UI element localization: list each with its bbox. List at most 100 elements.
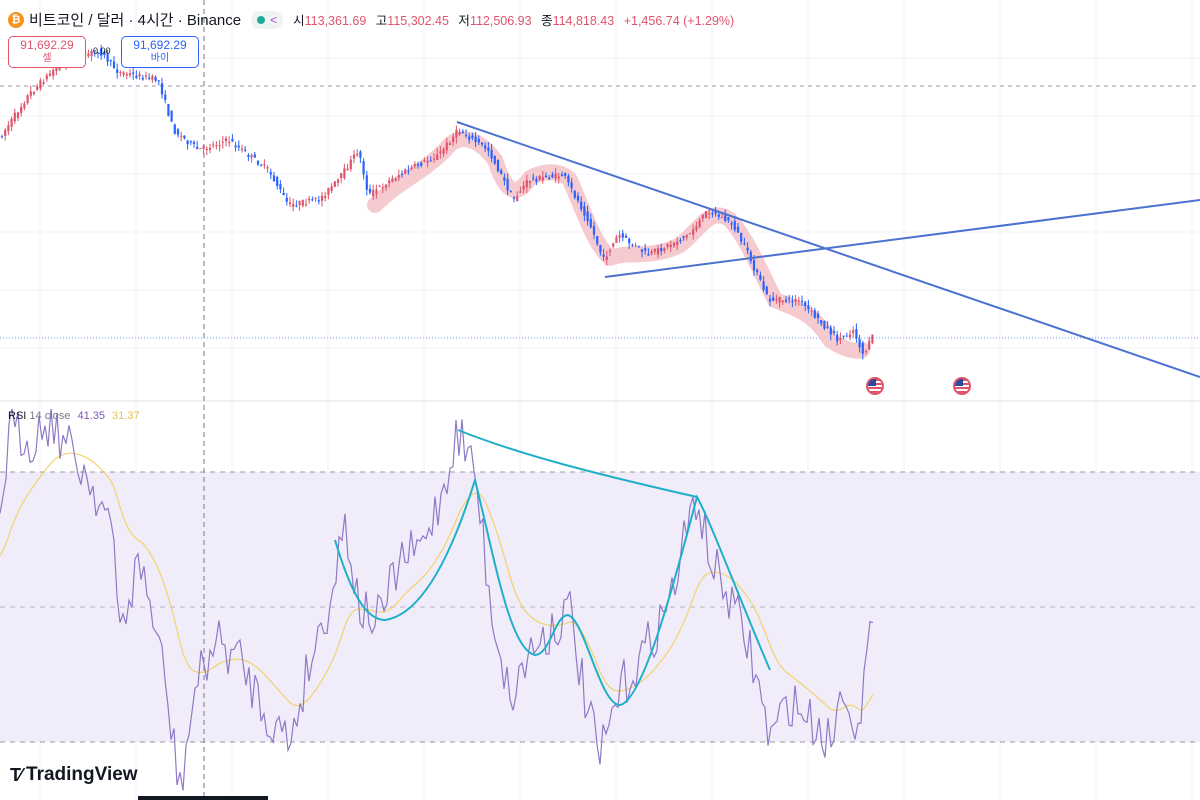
candle-body [141,77,144,80]
candle-body [480,142,484,145]
rsi-params: 14 close [29,410,71,422]
candle-body [775,299,778,301]
candle-body [45,75,48,80]
symbol-title[interactable]: 비트코인 / 달러 · 4시간 · Binance [29,12,242,29]
candle-body [832,331,836,333]
candle-body [157,80,160,82]
candles [0,44,874,360]
candle-body [532,177,535,179]
candle-body [212,144,215,146]
rsi-value: 41.35 [77,410,105,422]
candle-body [400,173,404,175]
candle-body [260,164,263,166]
sell-button[interactable]: 91,692.29 셀 [8,36,86,68]
candle-body [144,75,148,77]
candle-body [743,243,746,245]
rsi-name: RSI [8,410,27,422]
candle-body [394,178,397,181]
candle-body [548,177,551,179]
candle-body [247,154,250,157]
candle-body [96,52,100,54]
candle-body [432,158,436,160]
candle-body [189,141,192,143]
rsi-legend[interactable]: RSI 14 close 41.35 31.37 [8,410,140,422]
sell-label: 셀 [42,53,52,64]
candle-body [644,248,647,251]
candle-body [730,223,733,225]
candle-body [484,145,487,149]
candle-body [797,300,800,302]
rsi-divergence-line[interactable] [457,429,698,498]
candle-body [829,327,832,335]
candle-body [781,300,784,303]
spread-value: 0.00 [93,46,111,56]
candle-body [404,169,407,174]
candle-body [807,305,810,310]
candle-body [279,183,282,190]
candle-body [464,135,468,137]
candle-body [685,235,688,238]
candle-body [119,71,122,73]
candle-body [132,72,135,74]
buy-button[interactable]: 91,692.29 바이 [121,36,199,68]
candle-body [650,251,653,254]
candle-body [336,179,340,183]
candle-body [442,148,445,154]
candle-body [384,185,388,188]
candle-body [288,202,292,205]
tradingview-logo[interactable]: T⁄ TradingView [10,764,138,786]
rsi-wave-curve[interactable] [334,476,771,707]
candle-body [621,233,624,238]
candle-body [772,297,775,301]
candle-body [701,214,704,219]
candle-body [762,281,765,290]
candle-body [301,199,304,206]
candle-body [285,197,288,202]
candle-body [647,253,650,256]
logo-text: TradingView [26,764,138,785]
pattern-highlight [367,131,870,359]
candle-body [688,233,692,235]
candle-body [503,177,506,181]
candle-body [669,244,672,248]
ascending-trendline[interactable] [604,199,1200,278]
candle-body [864,351,868,353]
candle-body [340,173,343,179]
candle-body [167,104,170,116]
candle-body [26,95,29,104]
candle-body [221,141,224,143]
candle-body [263,164,266,166]
status-pill[interactable]: < [251,10,284,29]
candle-body [0,136,4,138]
candle-body [234,145,237,148]
candle-body [624,235,628,238]
highlight-path[interactable] [367,131,870,359]
candle-body [186,140,189,145]
candle-body [852,330,855,333]
candle-body [20,106,23,114]
candle-body [317,200,320,202]
candle-body [356,153,359,156]
descending-trendline[interactable] [456,121,1200,378]
candle-body [634,245,637,247]
candle-body [375,189,378,194]
candle-body [605,256,608,260]
candle-body [666,244,669,247]
candle-body [192,141,196,144]
candle-body [768,298,772,302]
candle-body [564,172,567,176]
candle-body [391,178,394,182]
candle-body [663,248,666,252]
candle-body [298,201,301,205]
share-icon[interactable]: < [270,12,278,27]
candle-body [461,131,464,134]
us-flag-icon[interactable] [866,377,884,395]
candle-body [576,195,580,201]
candle-body [868,340,871,350]
high-label: 고 [375,14,388,28]
candle-body [640,249,644,252]
candle-body [324,195,327,199]
candle-body [672,242,676,246]
us-flag-icon[interactable] [953,377,971,395]
